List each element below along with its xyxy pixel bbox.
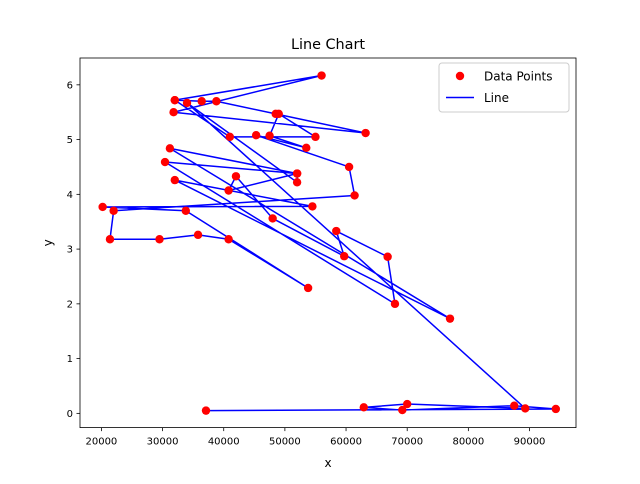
data-point <box>165 144 175 153</box>
data-point <box>98 202 107 212</box>
data-point <box>170 175 179 185</box>
data-point <box>155 235 164 244</box>
data-point <box>445 314 455 323</box>
legend-label-data-points: Data Points <box>484 70 553 84</box>
data-point <box>224 235 233 244</box>
data-point <box>403 399 412 409</box>
plot-frame <box>79 57 577 429</box>
data-point <box>510 401 519 410</box>
data-point <box>292 169 302 178</box>
plot-area <box>80 58 576 428</box>
data-point <box>231 172 241 181</box>
data-point <box>361 128 370 138</box>
data-point <box>521 404 530 413</box>
x-tick-label: 90000 <box>514 437 546 448</box>
data-point <box>170 95 179 105</box>
data-point <box>160 157 170 167</box>
y-tick-label: 5 <box>67 135 73 146</box>
marks-layer <box>98 71 561 415</box>
data-point <box>350 191 359 200</box>
data-point <box>197 97 206 106</box>
data-point <box>201 406 211 415</box>
x-tick-label: 50000 <box>269 437 301 448</box>
data-point <box>274 109 283 119</box>
x-tick-label: 80000 <box>452 437 484 448</box>
data-point <box>302 143 311 152</box>
data-point <box>268 214 277 223</box>
data-point <box>359 403 368 412</box>
data-point <box>251 131 261 140</box>
legend: Data Points Line <box>438 62 570 113</box>
data-point <box>551 404 561 414</box>
data-point <box>340 252 349 261</box>
x-tick-label: 30000 <box>147 437 179 448</box>
x-tick-label: 70000 <box>391 437 423 448</box>
data-point <box>212 97 221 106</box>
data-point <box>181 206 191 215</box>
x-tick-label: 40000 <box>208 437 240 448</box>
chart-title: Line Chart <box>291 37 365 53</box>
legend-box <box>438 62 570 113</box>
y-axis-label: y <box>41 239 55 246</box>
y-tick-label: 6 <box>67 80 73 91</box>
x-ticks: 20000 30000 40000 50000 60000 70000 80000 90000 <box>85 427 546 448</box>
x-tick-label: 60000 <box>330 437 362 448</box>
data-point <box>292 178 302 187</box>
x-axis-label: x <box>324 456 331 470</box>
data-point <box>332 226 341 236</box>
data-point <box>311 132 320 142</box>
data-point <box>182 98 192 108</box>
x-tick-label: 20000 <box>85 437 117 448</box>
y-tick-label: 0 <box>67 409 73 420</box>
y-tick-label: 1 <box>67 354 73 365</box>
data-point <box>105 235 115 244</box>
data-point <box>383 252 392 261</box>
y-tick-label: 4 <box>67 190 73 201</box>
data-point <box>303 283 313 293</box>
data-point <box>224 186 233 195</box>
data-point <box>225 132 235 142</box>
y-tick-label: 2 <box>67 299 73 310</box>
data-point <box>265 131 274 140</box>
y-ticks: 0 1 2 3 4 5 6 <box>67 80 80 420</box>
y-tick-label: 3 <box>67 245 73 256</box>
data-point <box>317 71 326 80</box>
data-point <box>390 299 400 309</box>
legend-marker-data-points <box>455 71 465 81</box>
data-point <box>193 230 203 240</box>
data-point <box>109 206 118 215</box>
data-point <box>398 405 407 415</box>
data-point <box>344 162 354 172</box>
legend-label-line: Line <box>484 91 509 105</box>
data-point <box>308 202 317 211</box>
data-point <box>169 108 178 117</box>
